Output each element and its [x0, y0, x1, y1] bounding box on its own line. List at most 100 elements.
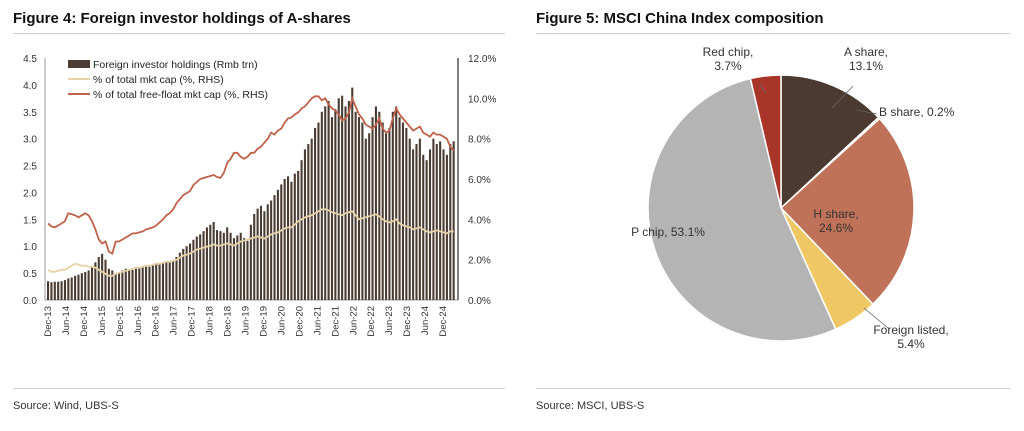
holdings-bar [425, 160, 428, 300]
holdings-bar [364, 138, 367, 300]
x-tick-label: Jun-17 [169, 306, 180, 335]
holdings-bar [57, 281, 60, 300]
pie-leader-line [863, 307, 889, 329]
holdings-bar [435, 144, 438, 300]
holdings-bar [114, 273, 117, 300]
pie-leader-line [855, 109, 878, 115]
right-tick-label: 0.0% [468, 296, 491, 307]
holdings-bar [320, 111, 323, 301]
pie-label: H share, [813, 207, 858, 221]
x-tick-label: Dec-17 [187, 306, 198, 337]
x-tick-label: Dec-13 [43, 306, 54, 337]
holdings-bar [418, 138, 421, 300]
left-tick-label: 0.5 [23, 269, 37, 280]
x-tick-label: Jun-18 [205, 306, 216, 335]
figure-5-title: Figure 5: MSCI China Index composition [536, 10, 824, 27]
total-mkt-cap-line [47, 208, 454, 277]
holdings-bar [155, 264, 158, 300]
holdings-bar [151, 265, 154, 300]
holdings-bar [428, 149, 432, 300]
holdings-bar [351, 87, 354, 300]
figure-4-source: Source: Wind, UBS-S [13, 400, 119, 412]
x-tick-label: Jun-21 [312, 306, 323, 335]
pie-slice-h-share [779, 117, 915, 306]
holdings-bar [165, 261, 168, 300]
holdings-bar [94, 262, 97, 300]
holdings-bar [138, 267, 141, 300]
x-tick-label: Jun-15 [97, 306, 108, 335]
left-tick-label: 0.0 [23, 296, 37, 307]
holdings-bar [195, 236, 198, 300]
holdings-bar [280, 184, 283, 300]
holdings-bar [148, 266, 151, 300]
figure-4-title: Figure 4: Foreign investor holdings of A… [13, 10, 351, 27]
left-tick-label: 1.0 [23, 242, 37, 253]
holdings-bar [178, 252, 181, 300]
figure-5-source: Source: MSCI, UBS-S [536, 400, 645, 412]
holdings-bar [276, 189, 279, 300]
right-tick-label: 2.0% [468, 256, 491, 267]
holdings-bar [145, 266, 148, 300]
holdings-bar [354, 111, 357, 301]
holdings-bar [246, 240, 249, 300]
holdings-bar [361, 122, 364, 301]
holdings-bar [273, 195, 276, 300]
pie-label: 3.7% [714, 59, 742, 73]
holdings-bar [347, 101, 350, 301]
x-tick-label: Dec-18 [223, 306, 234, 337]
x-tick-label: Dec-19 [258, 306, 269, 337]
holdings-bar [212, 222, 215, 300]
holdings-bar [80, 273, 83, 300]
x-tick-label: Dec-22 [366, 306, 377, 337]
x-tick-label: Jun-23 [384, 306, 395, 335]
pie-label: 13.1% [849, 59, 883, 73]
x-tick-label: Jun-24 [420, 306, 431, 335]
pie-slice-red-chip [749, 74, 782, 209]
holdings-bar [124, 268, 127, 300]
holdings-bar [70, 277, 73, 300]
holdings-bar [412, 149, 415, 300]
holdings-bar [449, 144, 452, 300]
holdings-bar [408, 138, 411, 300]
holdings-bar [327, 101, 330, 301]
holdings-bar [236, 235, 239, 300]
pie-leader-line [831, 85, 854, 109]
foreign-holdings-chart: 0.0 0.5 1.0 1.5 2.0 2.5 3.0 3.5 4.0 4.5 0.0% 2.0% 4.… [23, 54, 496, 337]
msci-composition-pie: A share,13.1% B share, 0.2% H share,24.6% F… [631, 45, 955, 351]
holdings-bar [182, 248, 185, 300]
holdings-bar [341, 95, 344, 300]
holdings-bar [270, 200, 273, 300]
holdings-bar [337, 98, 340, 300]
holdings-bar [185, 246, 188, 300]
x-tick-label: Dec-16 [151, 306, 162, 337]
holdings-bar [374, 106, 377, 301]
holdings-bar [357, 117, 361, 301]
pie-label: B share, 0.2% [879, 105, 955, 119]
left-tick-label: 3.5 [23, 108, 37, 119]
holdings-bar [192, 239, 195, 300]
holdings-bar [266, 204, 269, 300]
holdings-bar [253, 213, 256, 300]
right-tick-label: 6.0% [468, 175, 491, 186]
holdings-bar [158, 263, 161, 300]
holdings-bar [452, 141, 455, 300]
holdings-bar [442, 149, 445, 300]
free-float-mkt-cap-line [47, 95, 455, 255]
holdings-bar [226, 227, 229, 300]
x-tick-label: Dec-21 [330, 306, 341, 337]
left-tick-label: 3.0 [23, 135, 37, 146]
figure-4-bottom-rule [13, 388, 505, 389]
holdings-bar [415, 144, 418, 300]
pie-label: 24.6% [819, 221, 853, 235]
legend-swatch-holdings [68, 60, 90, 68]
holdings-bar [172, 260, 175, 300]
holdings-bar [422, 154, 425, 300]
figure-4-top-rule [13, 33, 505, 34]
holdings-bar [283, 179, 286, 300]
holdings-bar [117, 272, 121, 300]
holdings-bar [90, 266, 94, 300]
holdings-bar [286, 176, 290, 300]
holdings-bar [259, 205, 263, 300]
holdings-bar [330, 117, 334, 301]
holdings-bar [141, 267, 144, 300]
